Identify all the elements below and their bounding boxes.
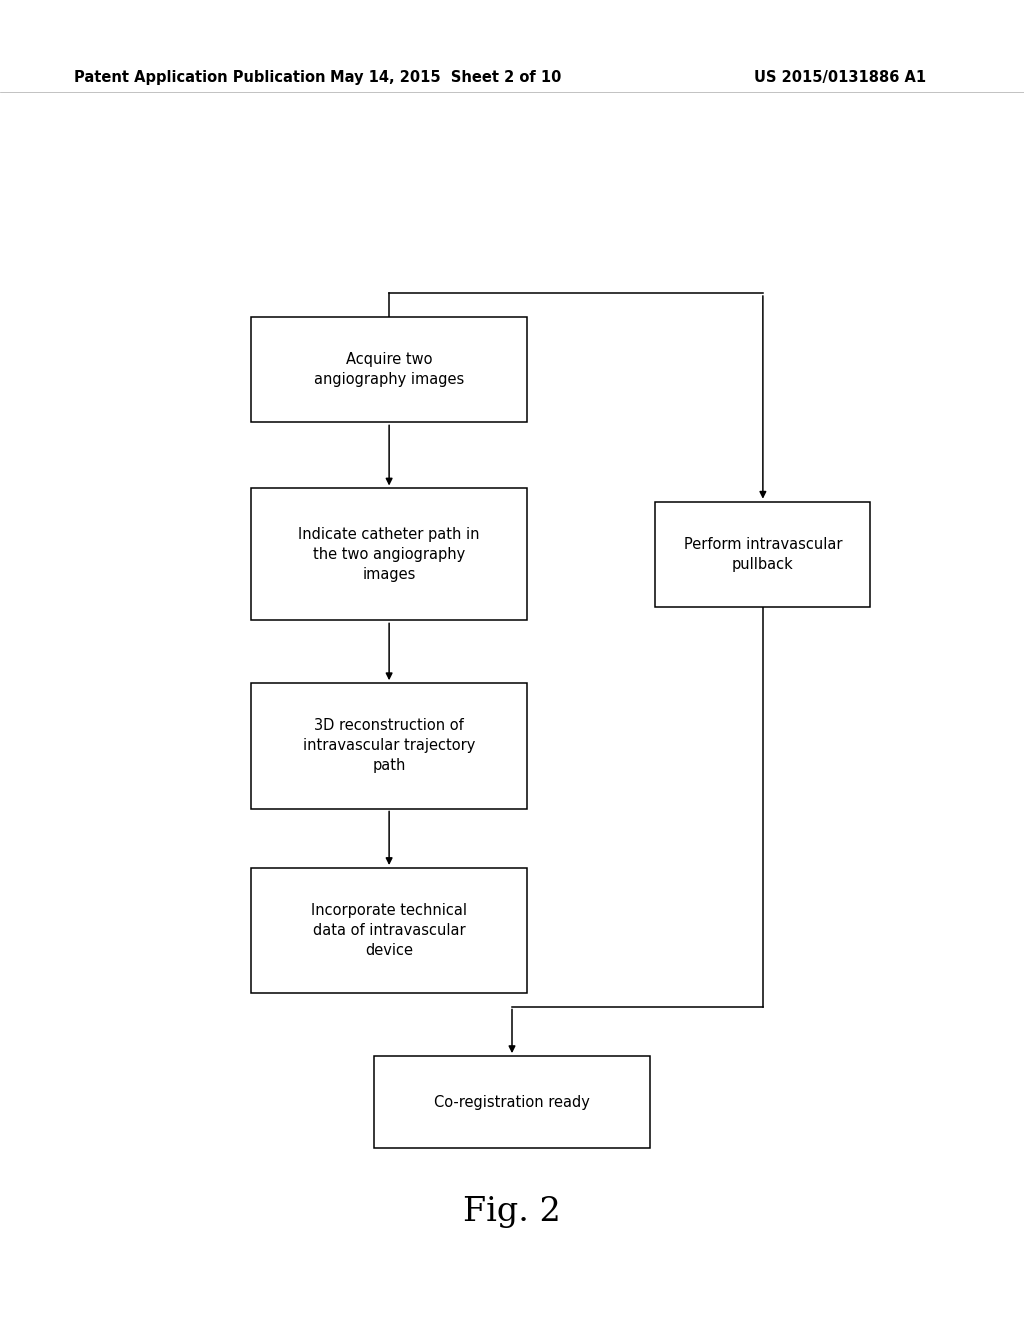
FancyBboxPatch shape (374, 1056, 650, 1148)
Text: US 2015/0131886 A1: US 2015/0131886 A1 (754, 70, 926, 84)
FancyBboxPatch shape (251, 682, 527, 808)
Text: Perform intravascular
pullback: Perform intravascular pullback (684, 537, 842, 572)
FancyBboxPatch shape (655, 502, 870, 607)
Text: Fig. 2: Fig. 2 (463, 1196, 561, 1228)
Text: May 14, 2015  Sheet 2 of 10: May 14, 2015 Sheet 2 of 10 (330, 70, 561, 84)
Text: Patent Application Publication: Patent Application Publication (74, 70, 326, 84)
Text: Incorporate technical
data of intravascular
device: Incorporate technical data of intravascu… (311, 903, 467, 958)
Text: Acquire two
angiography images: Acquire two angiography images (314, 352, 464, 387)
Text: Indicate catheter path in
the two angiography
images: Indicate catheter path in the two angiog… (298, 527, 480, 582)
FancyBboxPatch shape (251, 869, 527, 993)
FancyBboxPatch shape (251, 317, 527, 422)
Text: Co-registration ready: Co-registration ready (434, 1094, 590, 1110)
Text: 3D reconstruction of
intravascular trajectory
path: 3D reconstruction of intravascular traje… (303, 718, 475, 774)
FancyBboxPatch shape (251, 488, 527, 620)
